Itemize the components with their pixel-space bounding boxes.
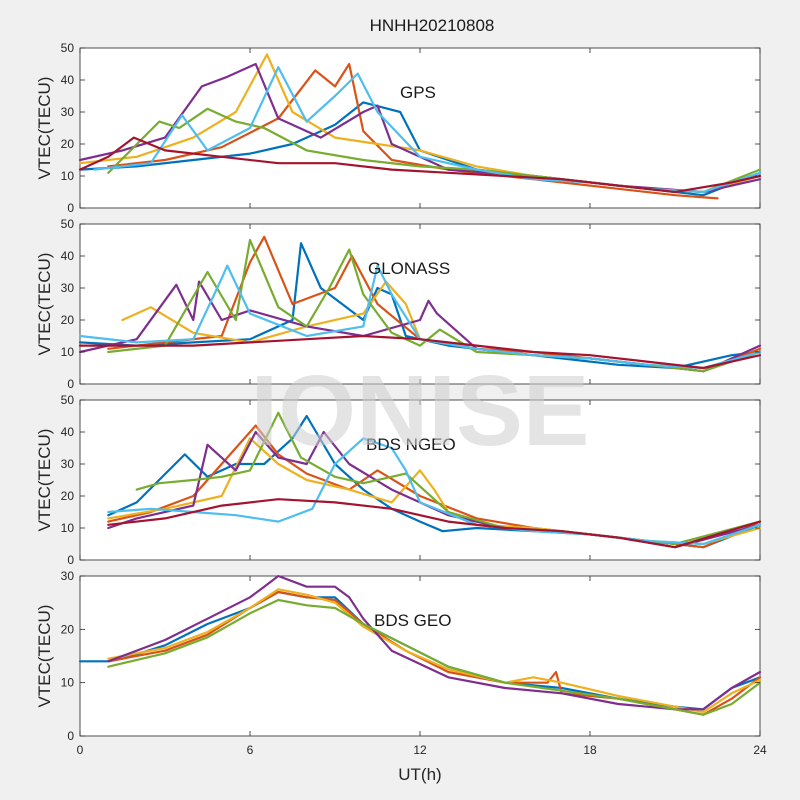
panel-annotation: BDS NGEO (366, 435, 456, 454)
panels: 0 10 20 30 40 50 VTEC(TECU) GPS 0 10 20 30 40 50 VTEC(… (35, 41, 767, 757)
y-tick-label: 20 (61, 622, 75, 636)
x-tick-label: 24 (753, 743, 767, 757)
panel-annotation: BDS GEO (374, 611, 451, 630)
x-tick-label: 6 (247, 743, 254, 757)
x-tick-label: 18 (583, 743, 597, 757)
y-tick-label: 30 (61, 457, 75, 471)
panel-3: 0 10 20 30 0 6 12 18 24 VTEC(TECU) BDS GEO (35, 569, 767, 757)
panel-annotation: GLONASS (368, 259, 450, 278)
y-tick-label: 10 (61, 521, 75, 535)
y-tick-label: 0 (67, 377, 74, 391)
plot-area (79, 47, 761, 209)
y-tick-label: 30 (61, 569, 75, 583)
series-line (107, 598, 762, 716)
y-tick-label: 20 (61, 313, 75, 327)
y-tick-label: 50 (61, 217, 75, 231)
y-tick-label: 40 (61, 249, 75, 263)
y-tick-label: 20 (61, 137, 75, 151)
y-tick-label: 10 (61, 169, 75, 183)
series-line (78, 334, 762, 370)
y-axis-label: VTEC(TECU) (35, 253, 54, 356)
y-tick-label: 40 (61, 425, 75, 439)
y-tick-label: 50 (61, 41, 75, 55)
y-axis-label: VTEC(TECU) (35, 605, 54, 708)
series-line (107, 498, 762, 549)
panel-0: 0 10 20 30 40 50 VTEC(TECU) GPS (35, 41, 762, 215)
series-line (78, 264, 762, 370)
plot-area (79, 223, 761, 385)
panel-2: 0 10 20 30 40 50 VTEC(TECU) BDS NGEO (35, 393, 762, 567)
x-axis-label: UT(h) (398, 765, 441, 784)
panel-1: 0 10 20 30 40 50 VTEC(TECU) GLONASS (35, 217, 762, 391)
y-tick-label: 50 (61, 393, 75, 407)
y-tick-label: 10 (61, 676, 75, 690)
y-axis-label: VTEC(TECU) (35, 429, 54, 532)
y-axis-label: VTEC(TECU) (35, 77, 54, 180)
x-tick-label: 0 (77, 743, 84, 757)
panel-annotation: GPS (400, 83, 436, 102)
y-tick-label: 0 (67, 729, 74, 743)
chart-title: HNHH20210808 (370, 16, 495, 35)
series-line (107, 62, 719, 200)
y-tick-label: 40 (61, 73, 75, 87)
y-tick-label: 0 (67, 553, 74, 567)
series-line (78, 136, 762, 194)
y-tick-label: 10 (61, 345, 75, 359)
y-tick-label: 0 (67, 201, 74, 215)
y-tick-label: 30 (61, 105, 75, 119)
y-tick-label: 30 (61, 281, 75, 295)
x-tick-label: 12 (413, 743, 427, 757)
watermark-text: IONISE (251, 355, 590, 467)
y-tick-label: 20 (61, 489, 75, 503)
series-line (107, 588, 762, 714)
